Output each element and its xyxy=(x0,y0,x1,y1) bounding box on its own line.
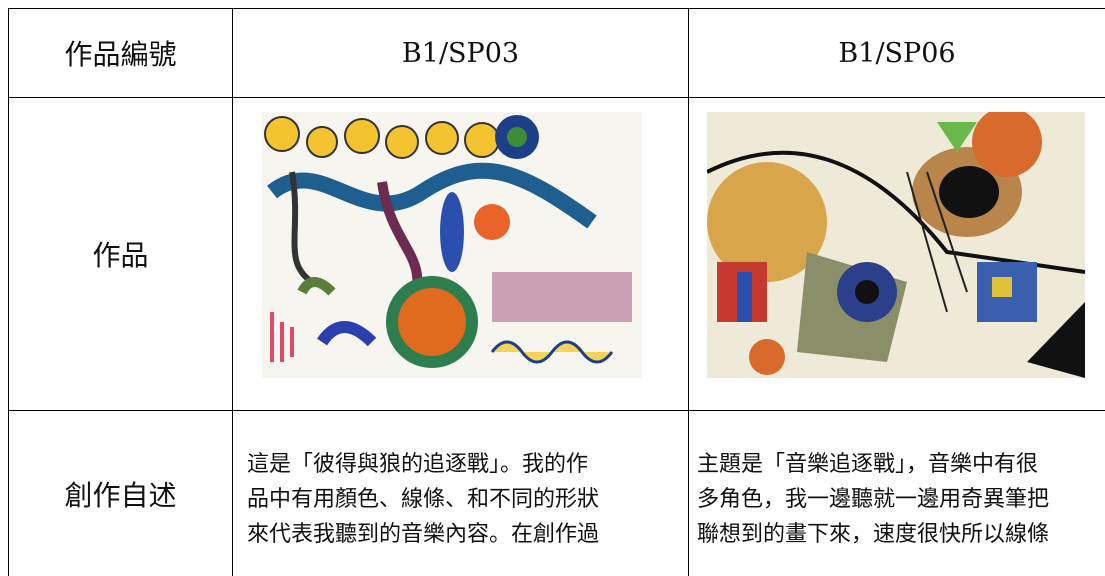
header-cell: 作品編號 xyxy=(64,38,177,71)
text-line: 來代表我聽到的音樂內容。在創作過 xyxy=(247,522,600,547)
header-cell: B1/SP03 xyxy=(401,37,520,69)
text-line: 聯想到的畫下來，速度很快所以線條 xyxy=(697,522,1050,547)
table-border xyxy=(8,8,9,576)
text-line: 主題是「音樂追逐戰」，音樂中有很 xyxy=(697,452,1039,477)
description: 這是「彼得與狼的追逐戰」。我的作 品中有用顏色、線條、和不同的形狀 來代表我聽到… xyxy=(247,447,599,552)
text-line: 多角色，我一邊聽就一邊用奇異筆把 xyxy=(697,487,1050,512)
table-border xyxy=(8,8,1105,9)
artwork-image xyxy=(262,112,642,378)
table-border xyxy=(8,410,1105,411)
row-label: 創作自述 xyxy=(64,478,177,512)
row-label: 作品 xyxy=(92,239,149,272)
artwork-image xyxy=(707,112,1085,378)
table-border xyxy=(688,8,689,576)
table-border xyxy=(232,8,233,576)
text-line: 品中有用顏色、線條、和不同的形狀 xyxy=(247,487,600,512)
text-line: 這是「彼得與狼的追逐戰」。我的作 xyxy=(247,452,589,477)
header-cell: B1/SP06 xyxy=(838,37,956,69)
description: 主題是「音樂追逐戰」，音樂中有很 多角色，我一邊聽就一邊用奇異筆把 聯想到的畫下… xyxy=(697,447,1049,552)
table-border xyxy=(8,97,1105,98)
